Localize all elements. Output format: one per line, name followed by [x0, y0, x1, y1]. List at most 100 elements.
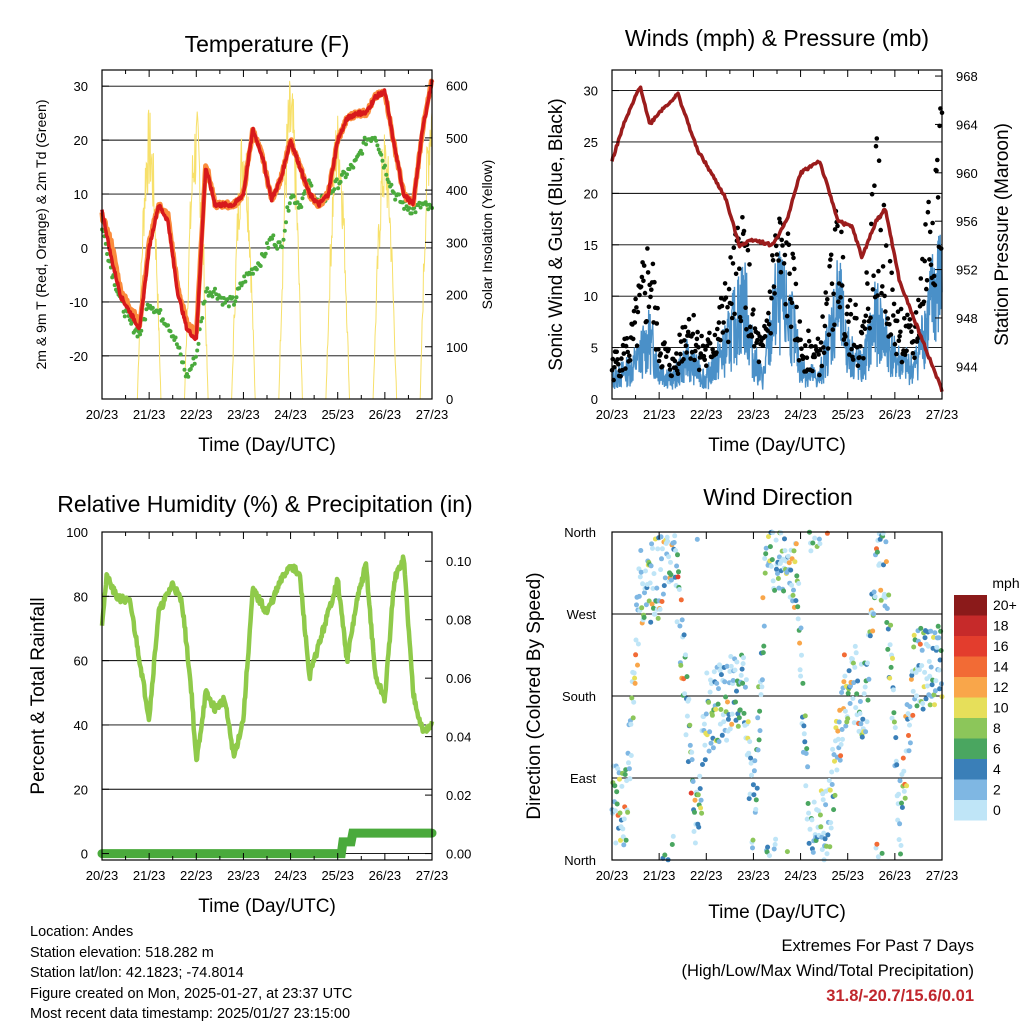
gust-point — [785, 231, 791, 236]
dewpoint-point — [160, 317, 165, 322]
direction-point — [798, 673, 804, 679]
gust-point — [885, 316, 891, 321]
gust-point — [648, 294, 653, 300]
direction-point — [650, 545, 655, 551]
direction-point — [922, 635, 928, 641]
speed-legend: mph 20+ 18 16 14 12 10 8 6 4 2 0 — [954, 575, 1020, 821]
direction-point — [917, 641, 923, 647]
x-tick-label: 27/23 — [416, 407, 449, 422]
direction-point — [641, 615, 647, 620]
direction-point — [756, 737, 762, 743]
direction-point — [698, 797, 704, 803]
direction-point — [719, 732, 725, 738]
direction-point — [740, 680, 746, 686]
direction-point — [895, 817, 901, 823]
direction-point — [691, 829, 697, 834]
wind_direction-frame — [611, 531, 943, 861]
direction-point — [652, 611, 658, 617]
direction-point — [635, 641, 641, 647]
gust-point — [731, 245, 737, 250]
direction-point — [642, 590, 647, 596]
gust-point — [812, 354, 817, 360]
dewpoint-point — [281, 237, 286, 242]
gust-point — [804, 355, 810, 361]
gust-point — [783, 301, 788, 307]
direction-point — [860, 716, 866, 722]
direction-point — [741, 710, 747, 716]
y2-tick-label: 0.04 — [446, 730, 471, 745]
gust-point — [715, 326, 720, 332]
direction-point — [831, 807, 837, 813]
direction-point — [658, 567, 664, 573]
gust-point — [716, 320, 722, 325]
direction-point — [758, 692, 764, 698]
gust-point — [907, 317, 913, 322]
direction-point — [891, 719, 897, 725]
gust-point — [817, 347, 823, 353]
direction-point — [932, 688, 938, 694]
direction-point — [789, 582, 795, 588]
direction-point — [617, 810, 623, 816]
gust-point — [714, 350, 719, 355]
x-tick-label: 21/23 — [643, 407, 676, 422]
direction-point — [676, 569, 681, 575]
temperature-y2label: Solar Insolation (Yellow) — [479, 160, 495, 310]
direction-point — [639, 605, 645, 611]
gust-point — [821, 345, 826, 350]
direction-point — [806, 840, 812, 846]
sonic-wind-line — [611, 234, 943, 390]
direction-point — [638, 548, 644, 553]
direction-point — [670, 833, 676, 839]
direction-point — [934, 644, 940, 650]
direction-point — [774, 566, 779, 572]
dewpoint-point — [291, 194, 296, 199]
precipitation-line — [97, 828, 437, 859]
gust-point — [745, 247, 751, 253]
dewpoint-point — [364, 142, 368, 147]
gust-point — [825, 346, 831, 351]
gust-point — [854, 316, 859, 321]
gust-point — [773, 243, 779, 249]
direction-point — [811, 799, 817, 805]
humidity-xlabel: Time (Day/UTC) — [198, 896, 336, 917]
direction-point — [827, 787, 833, 793]
direction-point — [923, 696, 929, 702]
y-tick-label: 25 — [584, 135, 598, 150]
direction-point — [803, 783, 809, 789]
direction-point — [627, 776, 633, 782]
direction-point — [633, 637, 639, 643]
direction-point — [805, 764, 811, 770]
legend-label: 20+ — [993, 597, 1017, 613]
gust-point — [768, 331, 773, 336]
direction-point — [776, 585, 782, 591]
direction-point — [797, 640, 803, 646]
gust-point — [786, 242, 792, 248]
gust-point — [704, 343, 710, 349]
gust-point — [616, 361, 621, 367]
dewpoint-point — [369, 139, 374, 143]
dewpoint-point — [351, 165, 356, 170]
direction-point — [709, 712, 715, 718]
x-tick-label: 20/23 — [596, 868, 629, 883]
y2-tick-label: 500 — [446, 131, 468, 146]
gust-series — [609, 106, 945, 383]
direction-point — [832, 792, 838, 798]
gust-point — [663, 354, 669, 360]
gust-point — [822, 323, 828, 329]
direction-point — [684, 713, 690, 719]
direction-point — [631, 699, 637, 705]
x-tick-label: 27/23 — [926, 868, 959, 883]
gust-point — [696, 367, 702, 373]
direction-point — [926, 659, 932, 664]
direction-point — [881, 562, 886, 568]
direction-point — [671, 540, 677, 545]
gust-point — [738, 318, 744, 324]
y2-tick-label: 0.08 — [446, 613, 471, 628]
direction-point — [664, 534, 670, 540]
gust-point — [880, 284, 885, 289]
direction-point — [612, 783, 618, 789]
direction-point — [861, 691, 867, 697]
direction-point — [853, 650, 859, 656]
direction-point — [740, 661, 746, 667]
gust-point — [862, 326, 868, 332]
